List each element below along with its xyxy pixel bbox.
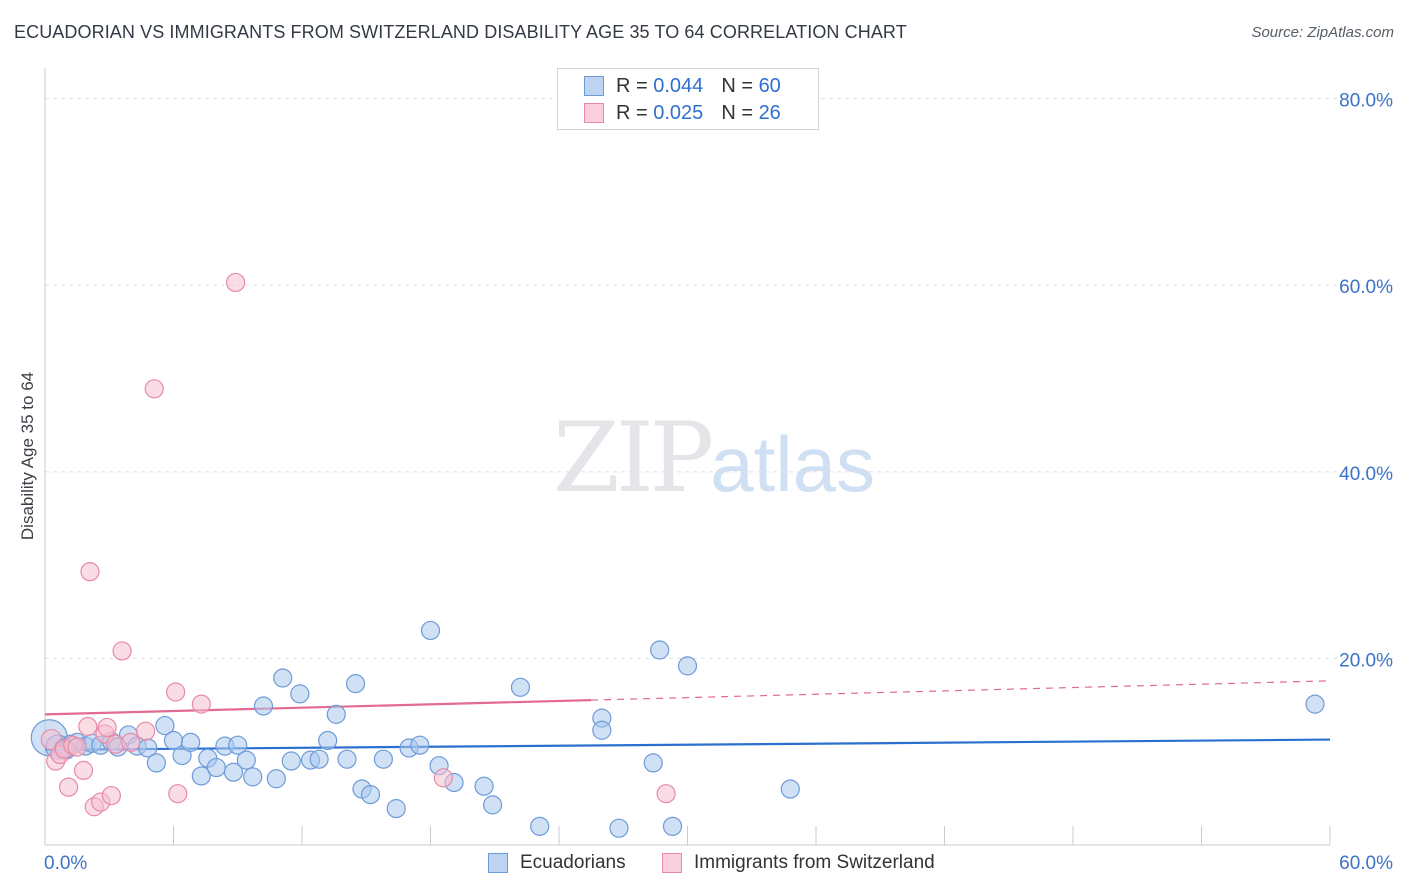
ecuadorian-point <box>266 769 286 789</box>
legend-label: Immigrants from Switzerland <box>694 852 935 873</box>
ecuadorian-point <box>155 715 175 736</box>
axes <box>44 68 1331 846</box>
switzerland-point <box>136 721 156 741</box>
n-value: 60 <box>758 74 781 97</box>
n-value: 26 <box>758 101 781 124</box>
ecuadorian-point <box>290 684 310 704</box>
switzerland-point <box>191 694 211 714</box>
correlation-legend: R = 0.044 N = 60 R = 0.025 N = 26 <box>557 68 819 130</box>
n-label: N = <box>721 101 753 124</box>
switzerland-point <box>73 760 94 780</box>
ecuadorian-point <box>592 720 612 740</box>
y-tick-label: 60.0% <box>1339 277 1393 298</box>
ecuadorian-point <box>1305 694 1325 714</box>
legend-label: Ecuadorians <box>520 852 626 873</box>
y-tick-label: 80.0% <box>1339 91 1393 112</box>
x-tick-label: 0.0% <box>44 853 87 874</box>
switzerland-point <box>226 272 246 293</box>
ecuadorian-point <box>609 818 629 838</box>
switzerland-point <box>101 785 121 806</box>
legend-row-ecuadorians: R = 0.044 N = 60 <box>584 74 781 98</box>
ecuadorian-point <box>318 730 338 751</box>
x-tick-label: 60.0% <box>1339 853 1393 874</box>
legend-item-ecuadorians: Ecuadorians <box>488 852 626 874</box>
switzerland-point <box>112 641 132 661</box>
ecuadorian-point <box>223 762 244 782</box>
ecuadorian-point <box>650 640 670 660</box>
r-label: R = <box>616 74 648 97</box>
ecuadorian-point <box>474 776 494 796</box>
switzerland-point <box>78 716 98 737</box>
switzerland-point <box>58 777 79 797</box>
switzerland-point <box>97 717 117 738</box>
ecuadorian-point <box>206 757 226 778</box>
blue-swatch <box>488 853 508 873</box>
ecuadorian-point <box>326 704 346 724</box>
ecuadorian-point <box>228 735 248 755</box>
legend-item-switzerland: Immigrants from Switzerland <box>662 852 935 874</box>
ecuadorian-point <box>530 816 550 836</box>
ecuadorian-point <box>410 735 430 755</box>
ecuadorian-point <box>337 749 357 769</box>
pink-swatch <box>584 103 604 123</box>
ecuadorian-point <box>420 620 441 641</box>
ecuadorian-point <box>677 656 698 676</box>
watermark-atlas: atlas <box>710 420 875 508</box>
ecuadorian-point <box>273 668 293 688</box>
ecuadorian-point <box>483 795 503 815</box>
trend-line-switzerland <box>44 699 592 716</box>
switzerland-point <box>433 768 453 788</box>
ecuadorian-point <box>386 799 406 819</box>
series-legend: Ecuadorians Immigrants from Switzerland <box>0 852 1406 876</box>
ecuadorian-point <box>236 750 256 770</box>
ecuadorian-point <box>309 749 329 769</box>
ecuadorian-point <box>662 816 683 836</box>
watermark-zip: ZIP <box>553 402 714 514</box>
ecuadorian-point <box>345 674 366 694</box>
ecuadorian-point <box>243 767 263 787</box>
switzerland-point <box>80 562 100 582</box>
switzerland-point <box>144 379 164 399</box>
trend-line-switzerland-extrapolated <box>591 680 1331 701</box>
pink-swatch <box>662 853 682 873</box>
n-label: N = <box>721 74 753 97</box>
r-label: R = <box>616 101 648 124</box>
trend-lines <box>44 680 1331 751</box>
ecuadorian-point <box>373 749 393 769</box>
ecuadorian-point <box>510 677 531 697</box>
source-label: Source: ZipAtlas.com <box>1251 24 1394 41</box>
tick-labels: 20.0% 40.0% 60.0% 80.0% 0.0% 60.0% <box>44 91 1393 874</box>
data-points <box>30 272 1325 838</box>
grid <box>45 98 1395 659</box>
y-tick-label: 20.0% <box>1339 650 1393 671</box>
y-axis-label: Disability Age 35 to 64 <box>18 371 37 541</box>
ecuadorian-point <box>146 753 166 773</box>
watermark: ZIPatlas <box>553 402 875 514</box>
r-value: 0.044 <box>653 74 704 97</box>
ecuadorian-point <box>780 779 800 799</box>
switzerland-point <box>166 682 186 702</box>
switzerland-point <box>656 784 676 804</box>
ecuadorian-point <box>360 785 381 805</box>
ecuadorian-point <box>181 732 201 752</box>
y-tick-label: 40.0% <box>1339 464 1393 485</box>
chart-title: ECUADORIAN VS IMMIGRANTS FROM SWITZERLAN… <box>14 22 907 42</box>
ecuadorian-point <box>191 766 211 786</box>
r-value: 0.025 <box>653 101 704 124</box>
legend-row-switzerland: R = 0.025 N = 26 <box>584 101 781 125</box>
switzerland-point <box>168 784 188 804</box>
switzerland-point <box>67 737 87 757</box>
trend-line-ecuadorians <box>44 738 1331 751</box>
ecuadorian-point <box>281 751 301 771</box>
ecuadorian-point <box>643 753 663 773</box>
blue-swatch <box>584 76 604 96</box>
switzerland-point <box>121 732 141 752</box>
ecuadorian-point <box>253 696 274 716</box>
